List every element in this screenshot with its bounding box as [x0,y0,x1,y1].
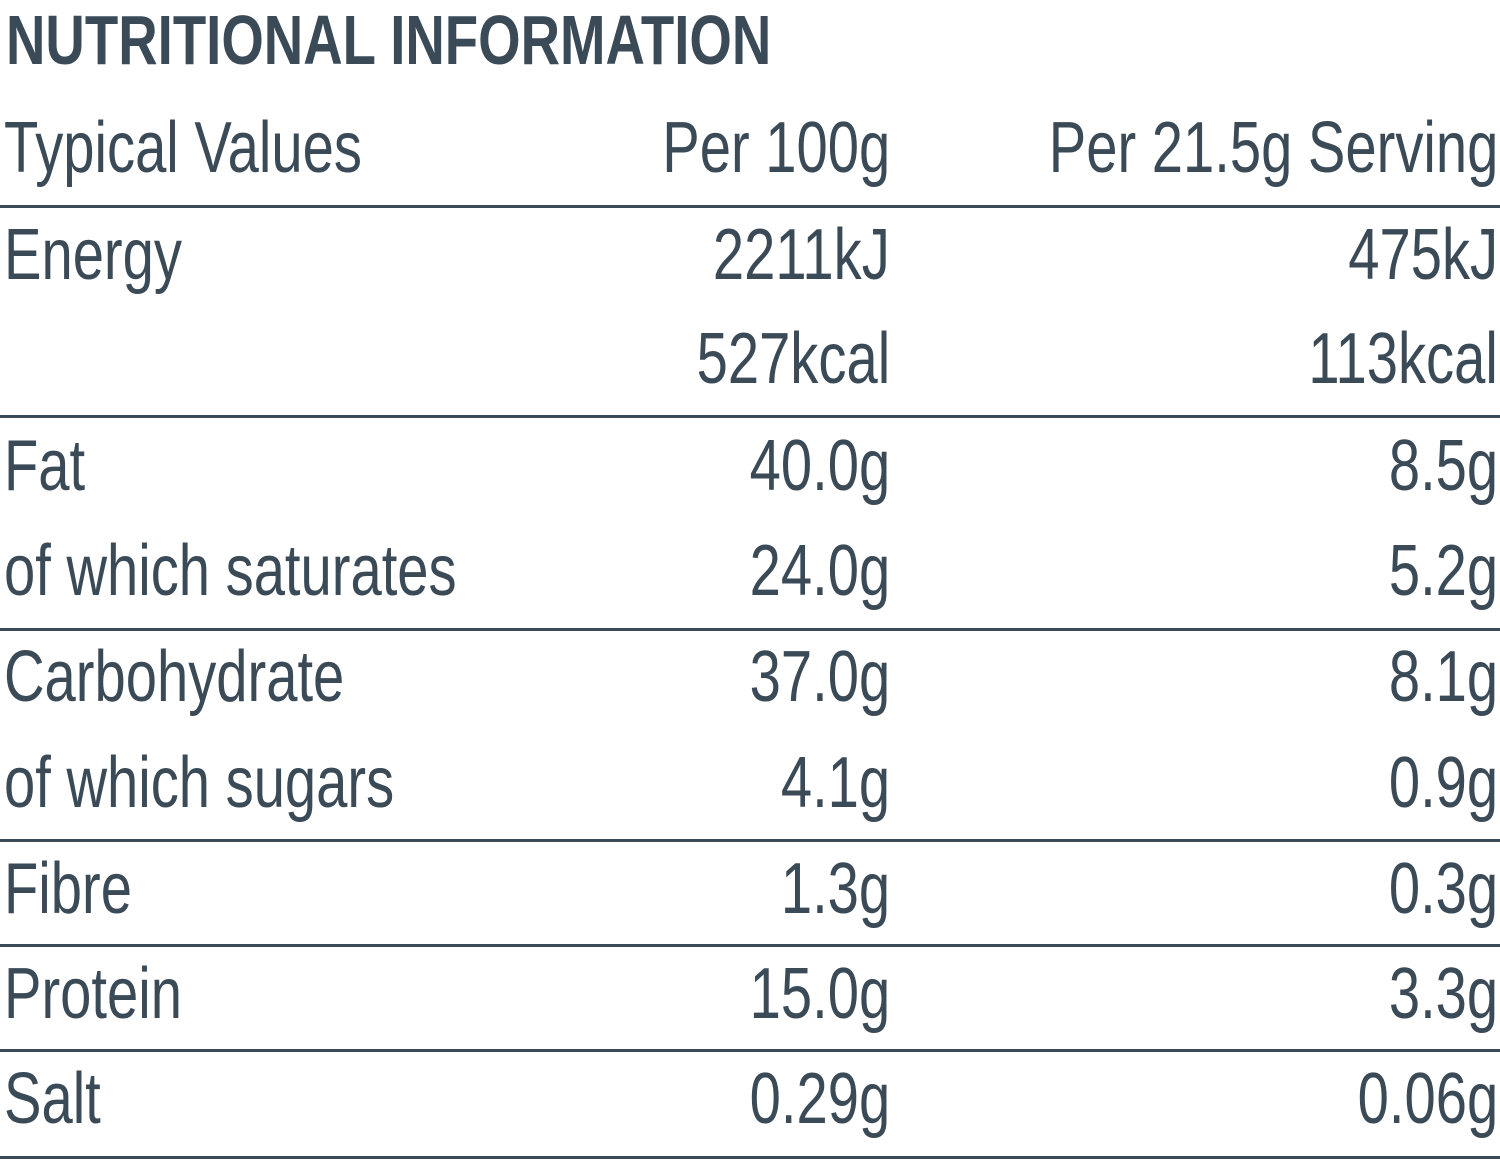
row-per-100g: 24.0g [749,531,890,611]
divider [0,944,1500,947]
table-header-row: Typical Values Per 100g Per 21.5g Servin… [0,95,1500,201]
divider [0,628,1500,631]
row-label: Fibre [4,849,132,929]
table-row: Energy 2211kJ 475kJ [0,202,1500,308]
row-per-100g: 4.1g [780,743,890,823]
divider [0,205,1500,208]
row-per-100g: 527kcal [696,319,890,399]
row-per-serving: 0.9g [1388,743,1498,823]
table-row: Fat 40.0g 8.5g [0,413,1500,519]
row-per-100g: 1.3g [780,849,890,929]
divider [0,1049,1500,1052]
row-label: Energy [4,215,182,295]
page-title: NUTRITIONAL INFORMATION [6,1,772,79]
table-row: 527kcal 113kcal [0,306,1500,412]
header-typical-values: Typical Values [4,108,362,188]
row-per-100g: 37.0g [749,637,890,717]
row-label: of which sugars [4,743,395,823]
table-row: of which saturates 24.0g 5.2g [0,518,1500,624]
row-label: of which saturates [4,531,457,611]
row-per-serving: 0.06g [1357,1059,1498,1139]
row-label: Protein [4,954,182,1034]
row-per-100g: 0.29g [749,1059,890,1139]
row-per-100g: 15.0g [749,954,890,1034]
row-label: Carbohydrate [4,637,345,717]
row-per-serving: 0.3g [1388,849,1498,929]
row-label: Fat [4,426,86,506]
row-per-serving: 113kcal [1308,319,1498,399]
table-row: Fibre 1.3g 0.3g [0,836,1500,942]
table-row: Carbohydrate 37.0g 8.1g [0,624,1500,730]
row-per-serving: 8.5g [1388,426,1498,506]
row-per-serving: 8.1g [1388,637,1498,717]
row-per-serving: 5.2g [1388,531,1498,611]
table-row: of which sugars 4.1g 0.9g [0,730,1500,836]
header-per-100g: Per 100g [662,108,890,188]
row-label: Salt [4,1059,101,1139]
header-per-serving: Per 21.5g Serving [1048,108,1498,188]
row-per-100g: 40.0g [749,426,890,506]
divider [0,839,1500,842]
table-row: Salt 0.29g 0.06g [0,1046,1500,1152]
row-per-serving: 3.3g [1388,954,1498,1034]
table-row: Protein 15.0g 3.3g [0,941,1500,1047]
row-per-serving: 475kJ [1348,215,1498,295]
row-per-100g: 2211kJ [713,215,890,295]
divider [0,1156,1500,1159]
divider [0,415,1500,418]
